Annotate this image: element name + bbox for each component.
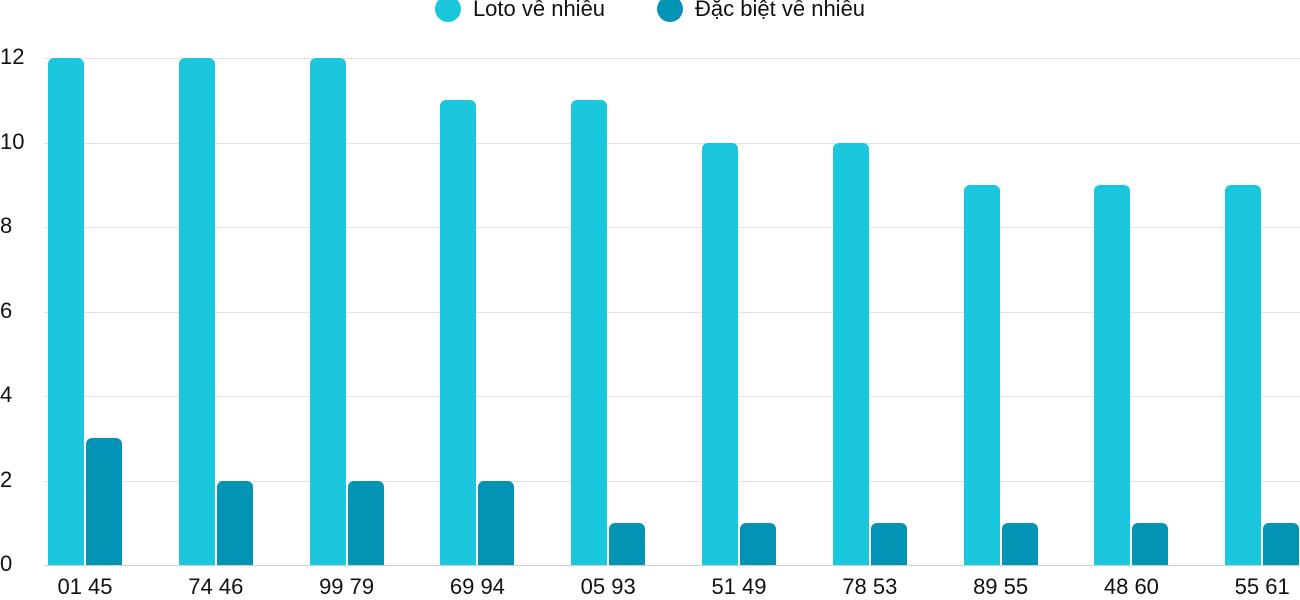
bar-dac-biet[interactable]: [478, 480, 515, 565]
y-tick-label: 4: [0, 382, 13, 407]
legend-item-dac-biet[interactable]: Đặc biệt về nhiều: [657, 0, 865, 22]
bar-dac-biet[interactable]: [86, 438, 122, 565]
x-tick-label: 01 45: [57, 574, 113, 599]
x-tick-label: 51 49: [711, 574, 767, 599]
y-tick-label: 12: [0, 44, 25, 69]
gridline: [44, 565, 1300, 566]
bar-loto[interactable]: [1225, 184, 1262, 565]
plot-area: 01 45 74 46 99 79 69 94 05 93 51 49 78 53 89 55…: [44, 0, 1300, 600]
y-tick-label: 2: [0, 466, 13, 492]
bar-dac-biet[interactable]: [347, 480, 384, 565]
chart-legend: Loto về nhiều Đặc biệt về nhiều: [0, 0, 1300, 24]
y-tick-label: 0: [0, 551, 13, 576]
bar-dac-biet[interactable]: [609, 522, 646, 565]
gridline: [44, 227, 1300, 228]
bar-loto[interactable]: [702, 142, 738, 565]
bar-dac-biet[interactable]: [870, 522, 907, 565]
x-tick-label: 55 61: [1234, 574, 1290, 599]
gridline: [44, 311, 1300, 313]
x-tick-label: 78 53: [842, 574, 898, 599]
bar-dac-biet[interactable]: [1001, 522, 1038, 565]
x-tick-label: 69 94: [449, 574, 505, 599]
legend-label-dac-biet: Đặc biệt về nhiều: [695, 0, 866, 21]
x-tick-label: 74 46: [188, 574, 244, 599]
legend-dot-dac-biet-icon: [657, 0, 684, 22]
legend-item-loto[interactable]: Loto về nhiều: [434, 0, 606, 22]
x-tick-label: 05 93: [580, 574, 636, 599]
bar-loto[interactable]: [440, 100, 477, 565]
x-tick-label: 89 55: [973, 574, 1029, 599]
gridline: [44, 396, 1300, 397]
bar-loto[interactable]: [309, 58, 346, 565]
bar-dac-biet[interactable]: [216, 480, 253, 565]
legend-label-loto: Loto về nhiều: [472, 0, 606, 21]
y-tick-label: 10: [0, 128, 25, 154]
bar-loto[interactable]: [1094, 184, 1131, 565]
bar-dac-biet[interactable]: [740, 522, 776, 565]
bar-dac-biet[interactable]: [1263, 522, 1300, 565]
x-tick-label: 99 79: [319, 574, 375, 599]
y-tick-label: 8: [0, 213, 13, 238]
bar-loto[interactable]: [48, 58, 84, 565]
gridline: [44, 58, 1300, 59]
legend-dot-loto-icon: [434, 0, 461, 22]
bar-loto[interactable]: [571, 100, 608, 565]
gridline: [44, 142, 1300, 144]
bar-dac-biet[interactable]: [1132, 522, 1169, 565]
bar-loto[interactable]: [963, 184, 1000, 565]
x-tick-label: 48 60: [1103, 574, 1159, 599]
y-tick-label: 6: [0, 297, 13, 323]
bar-loto[interactable]: [832, 142, 869, 565]
gridline: [44, 480, 1300, 482]
bar-loto[interactable]: [178, 58, 215, 565]
